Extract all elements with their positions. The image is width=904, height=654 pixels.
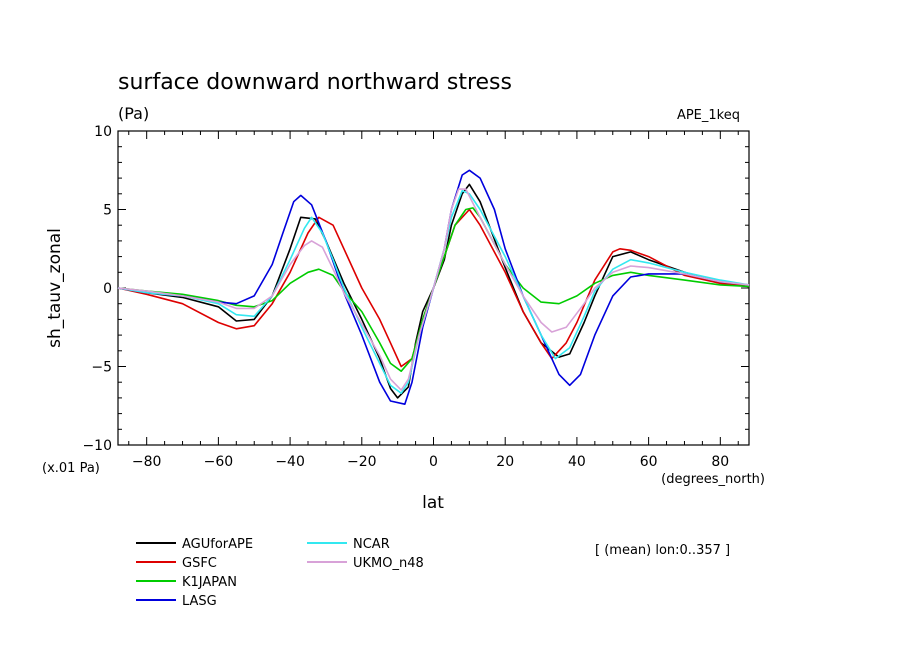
y-tick-label: 0 <box>103 281 112 297</box>
x-tick-label: 0 <box>429 454 438 470</box>
y-ticks: −10 −5 0 5 10 <box>82 124 749 454</box>
y-axis-label: sh_tauv_zonal <box>45 228 65 348</box>
x-tick-label: −60 <box>204 454 234 470</box>
x-units-label: (degrees_north) <box>661 472 765 487</box>
legend-label: GSFC <box>182 556 217 571</box>
x-axis-label: lat <box>422 493 444 513</box>
x-tick-label: −40 <box>275 454 305 470</box>
y-tick-label: 5 <box>103 203 112 219</box>
y-tick-label: −10 <box>82 438 112 454</box>
x-tick-label: 60 <box>640 454 658 470</box>
series-line-ukmo-n48 <box>117 188 750 391</box>
x-tick-label: 20 <box>496 454 514 470</box>
y-tick-label: 10 <box>94 124 112 140</box>
legend-label: K1JAPAN <box>182 575 237 590</box>
chart-title: surface downward northward stress <box>118 70 512 95</box>
y-tick-label: −5 <box>91 360 112 376</box>
x-tick-label: −20 <box>347 454 377 470</box>
series-line-ncar <box>117 189 750 394</box>
legend-label: AGUforAPE <box>182 537 253 552</box>
series-line-aguforape <box>117 183 750 399</box>
legend-label: UKMO_n48 <box>353 556 424 571</box>
x-tick-label: 80 <box>711 454 729 470</box>
mean-footnote: [ (mean) lon:0..357 ] <box>595 543 730 558</box>
units-label: (Pa) <box>118 104 149 123</box>
series-lines <box>117 169 750 405</box>
x-ticks: −80 −60 −40 −20 0 20 40 60 80 <box>128 131 739 470</box>
legend-label: NCAR <box>353 537 390 552</box>
experiment-tag: APE_1keq <box>677 108 740 123</box>
legend: AGUforAPE GSFC K1JAPAN LASG NCAR UKMO_n48 <box>136 537 424 609</box>
legend-label: LASG <box>182 594 217 609</box>
x-tick-label: −80 <box>132 454 162 470</box>
y-scale-note: (x.01 Pa) <box>42 461 100 476</box>
x-tick-label: 40 <box>568 454 586 470</box>
